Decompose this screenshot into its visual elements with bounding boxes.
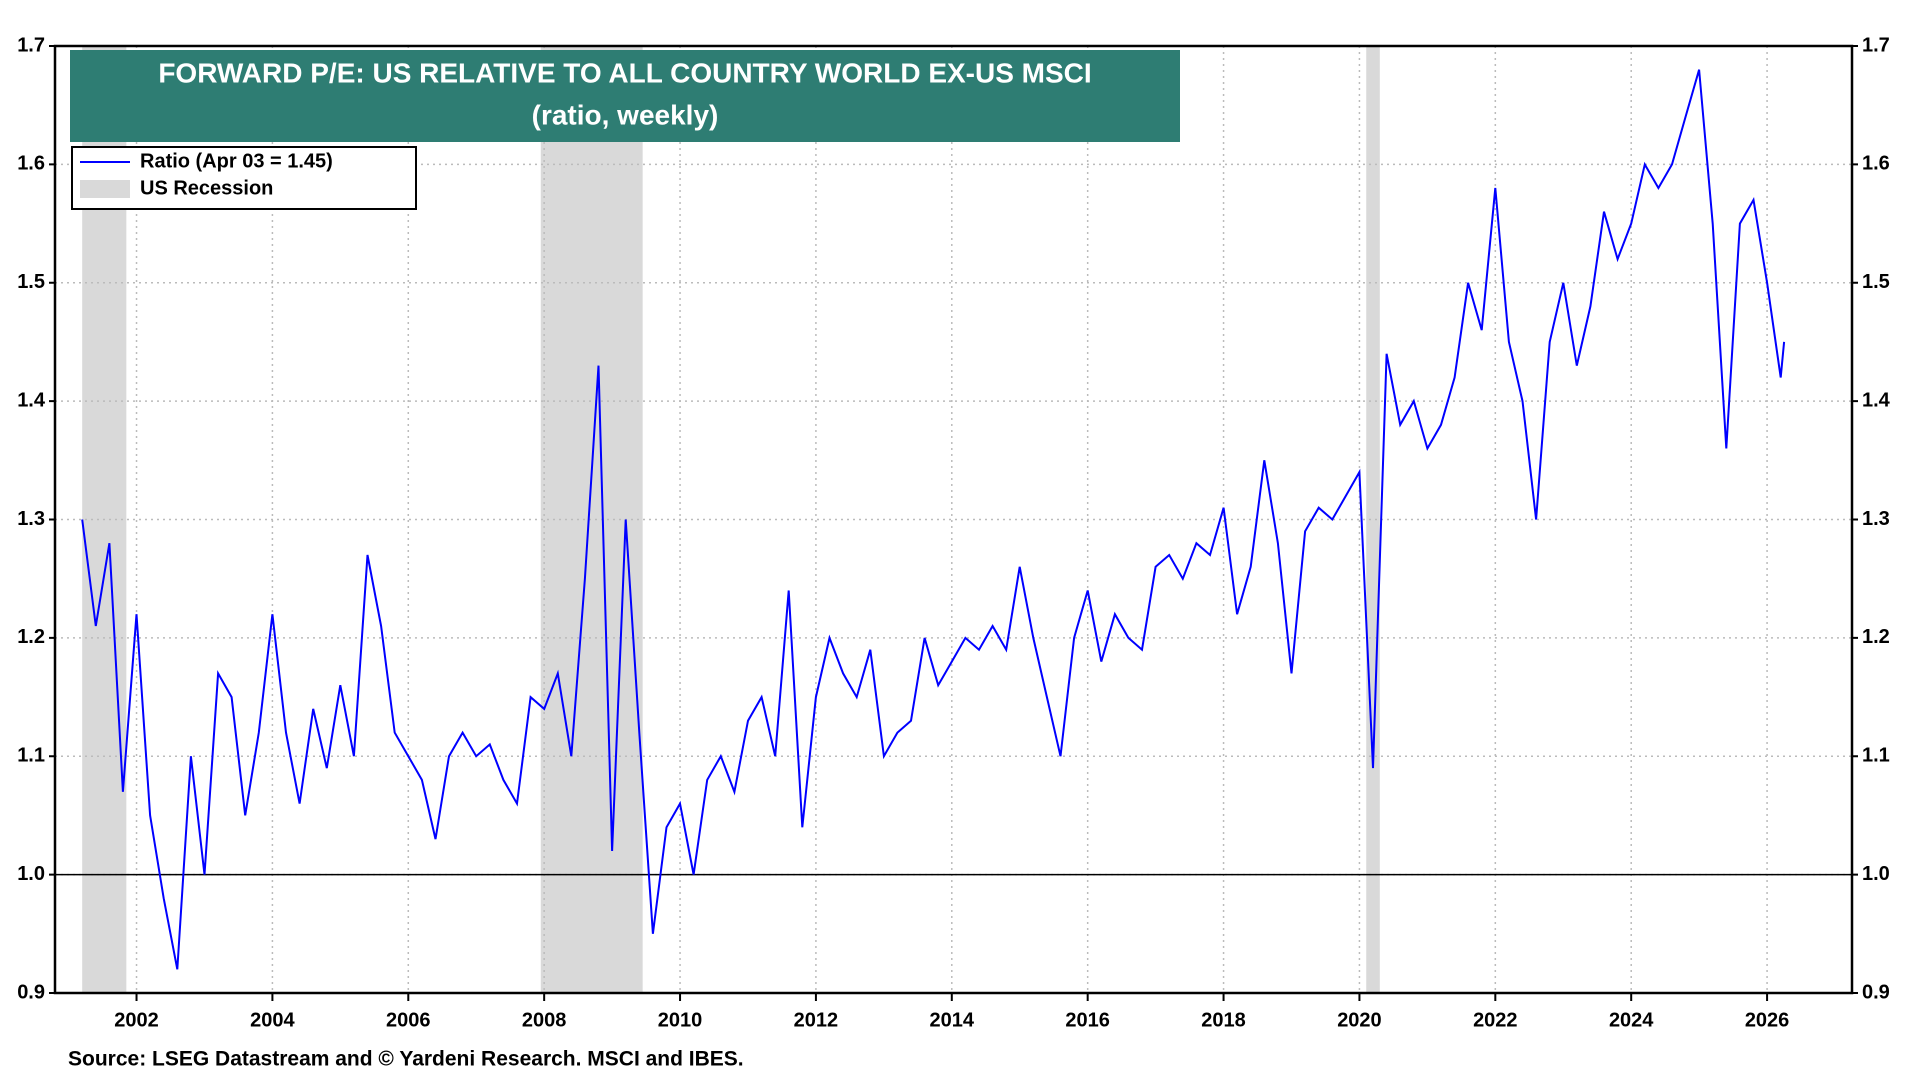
y-tick-label: 1.6 [17, 153, 45, 175]
y2-tick-label: 1.6 [1862, 153, 1890, 175]
legend-box [71, 146, 417, 210]
x-tick-label: 2024 [1609, 1009, 1654, 1031]
x-tick-label: 2018 [1201, 1009, 1246, 1031]
y2-tick-label: 0.9 [1862, 981, 1890, 1003]
legend-label: Ratio (Apr 03 = 1.45) [140, 150, 333, 172]
x-tick-label: 2006 [386, 1009, 431, 1031]
y-tick-label: 1.5 [17, 271, 45, 293]
y-tick-label: 1.7 [17, 34, 45, 56]
y-tick-label: 1.0 [17, 863, 45, 885]
y2-tick-label: 1.2 [1862, 626, 1890, 648]
chart-subtitle: (ratio, weekly) [532, 99, 719, 130]
x-tick-label: 2014 [930, 1009, 975, 1031]
y2-tick-label: 1.4 [1862, 389, 1891, 411]
recession-band [540, 46, 643, 993]
x-tick-label: 2012 [794, 1009, 839, 1031]
y2-tick-label: 1.5 [1862, 271, 1890, 293]
x-tick-label: 2016 [1065, 1009, 1110, 1031]
legend-label: US Recession [140, 177, 273, 199]
y-tick-label: 0.9 [17, 981, 45, 1003]
x-tick-label: 2020 [1337, 1009, 1382, 1031]
data-line [81, 69, 1786, 970]
y-tick-label: 1.3 [17, 508, 45, 530]
y2-tick-label: 1.3 [1862, 508, 1890, 530]
x-tick-label: 2002 [114, 1009, 159, 1031]
y-tick-label: 1.4 [17, 389, 46, 411]
source-note: Source: LSEG Datastream and © Yardeni Re… [68, 1048, 744, 1071]
x-tick-label: 2026 [1745, 1009, 1790, 1031]
recession-band [1366, 46, 1380, 993]
title-box [70, 50, 1180, 142]
y2-tick-label: 1.7 [1862, 34, 1890, 56]
plot-layer [55, 45, 1852, 994]
x-tick-label: 2008 [522, 1009, 567, 1031]
plot-frame [53, 44, 1854, 995]
x-tick-label: 2004 [250, 1009, 295, 1031]
y2-tick-label: 1.1 [1862, 745, 1890, 767]
x-tick-label: 2022 [1473, 1009, 1518, 1031]
y2-tick-label: 1.0 [1862, 863, 1890, 885]
y-tick-label: 1.1 [17, 745, 45, 767]
chart-title: FORWARD P/E: US RELATIVE TO ALL COUNTRY … [158, 57, 1091, 88]
legend-swatch [80, 180, 130, 198]
x-tick-label: 2010 [658, 1009, 703, 1031]
y-tick-label: 1.2 [17, 626, 45, 648]
